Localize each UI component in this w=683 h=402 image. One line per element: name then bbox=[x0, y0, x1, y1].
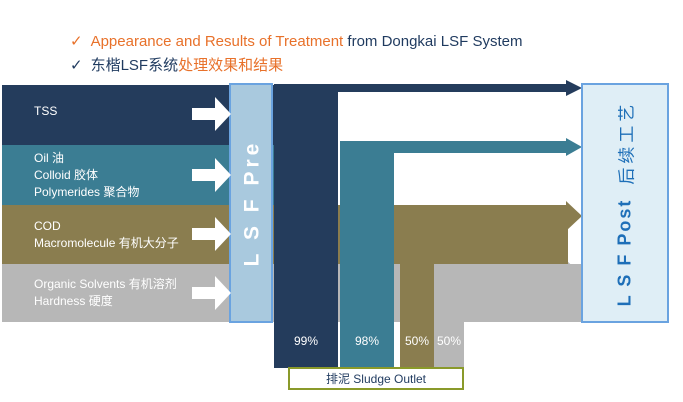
row-text: Oil 油 bbox=[34, 151, 65, 165]
lsf-pre-label: L S F Pre bbox=[237, 88, 267, 318]
sludge-outlet-label: 排泥 Sludge Outlet bbox=[325, 372, 427, 386]
row-text: Colloid 胶体 bbox=[34, 168, 99, 182]
pipe-gray-h bbox=[434, 266, 566, 290]
row-text: Macromolecule 有机大分子 bbox=[34, 236, 179, 250]
checkmark-icon: ✓ bbox=[70, 57, 83, 74]
right-arrow-icon bbox=[192, 276, 231, 310]
lsf-post-label: L S F Post 后续工艺 bbox=[582, 84, 668, 322]
right-arrow-icon bbox=[192, 158, 231, 192]
lsf-post-subtext: 后续工艺 bbox=[617, 100, 637, 185]
arrow-icons bbox=[192, 97, 231, 310]
removal-pct-navy: 99% bbox=[293, 334, 319, 348]
removal-pct-teal: 98% bbox=[354, 334, 380, 348]
title-rest: from Dongkai LSF System bbox=[347, 33, 523, 50]
sludge-outlet-box: 排泥 Sludge Outlet bbox=[288, 367, 464, 390]
row-label-organic: Organic Solvents 有机溶剂 Hardness 硬度 bbox=[34, 276, 177, 310]
pipe-teal-down bbox=[340, 145, 394, 368]
removal-pct-gray: 50% bbox=[436, 334, 462, 348]
row-text: Polymerides 聚合物 bbox=[34, 185, 140, 199]
row-label-cod: COD Macromolecule 有机大分子 bbox=[34, 218, 179, 252]
removal-pct-olive: 50% bbox=[404, 334, 430, 348]
arrowhead-teal bbox=[566, 138, 582, 156]
pipe-navy-h bbox=[274, 84, 566, 92]
pipe-teal-h bbox=[340, 141, 566, 153]
arrowhead-navy bbox=[566, 80, 582, 96]
checkmark-icon: ✓ bbox=[70, 33, 83, 50]
pipe-navy-down bbox=[274, 85, 338, 368]
lsf-post-box bbox=[581, 83, 669, 323]
pipe-olive-h bbox=[400, 207, 566, 227]
lsf-pre-box bbox=[229, 83, 273, 323]
right-arrow-icon bbox=[192, 97, 231, 131]
title-cn-part1: 东楷LSF系统 bbox=[90, 57, 179, 74]
lsf-post-text: L S F Post bbox=[614, 198, 635, 306]
pipe-olive-down bbox=[400, 226, 434, 368]
row-text: Organic Solvents 有机溶剂 bbox=[34, 277, 177, 291]
row-label-tss: TSS bbox=[34, 103, 57, 120]
lsf-pre-text: L S F Pre bbox=[240, 139, 263, 267]
row-text: COD bbox=[34, 219, 61, 233]
title-cn-part2: 处理效果和结果 bbox=[178, 57, 284, 74]
row-text: Hardness 硬度 bbox=[34, 294, 113, 308]
arrowhead-olive bbox=[566, 201, 582, 231]
title-line-english: ✓ Appearance and Results of Treatment fro… bbox=[70, 32, 522, 50]
arrowhead-gray bbox=[566, 260, 582, 290]
pipe-gray-down bbox=[434, 290, 464, 368]
row-label-oil: Oil 油 Colloid 胶体 Polymerides 聚合物 bbox=[34, 150, 139, 201]
title-line-chinese: ✓ 东楷LSF系统处理效果和结果 bbox=[70, 54, 283, 75]
title-highlight: Appearance and Results of Treatment bbox=[90, 33, 344, 50]
right-arrow-icon bbox=[192, 217, 231, 251]
row-text: TSS bbox=[34, 104, 58, 118]
